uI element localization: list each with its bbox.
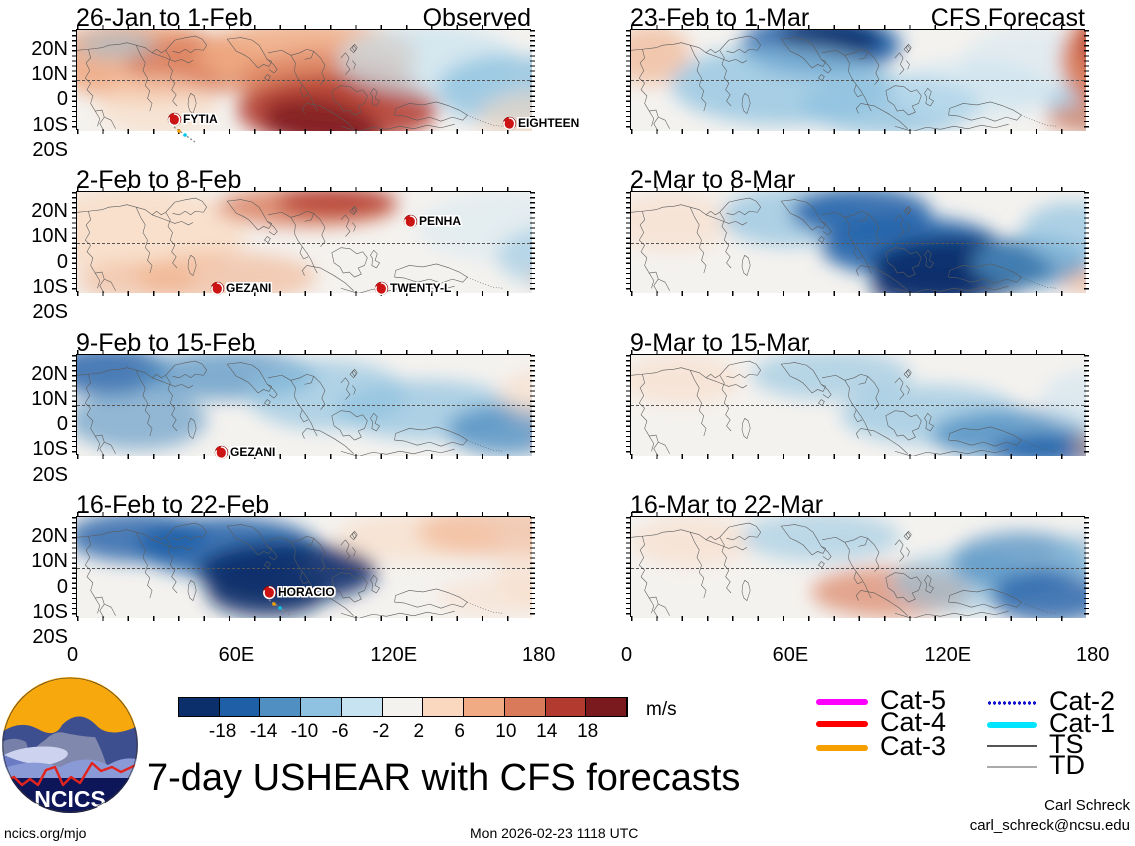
svg-text:NCICS: NCICS	[34, 786, 106, 812]
